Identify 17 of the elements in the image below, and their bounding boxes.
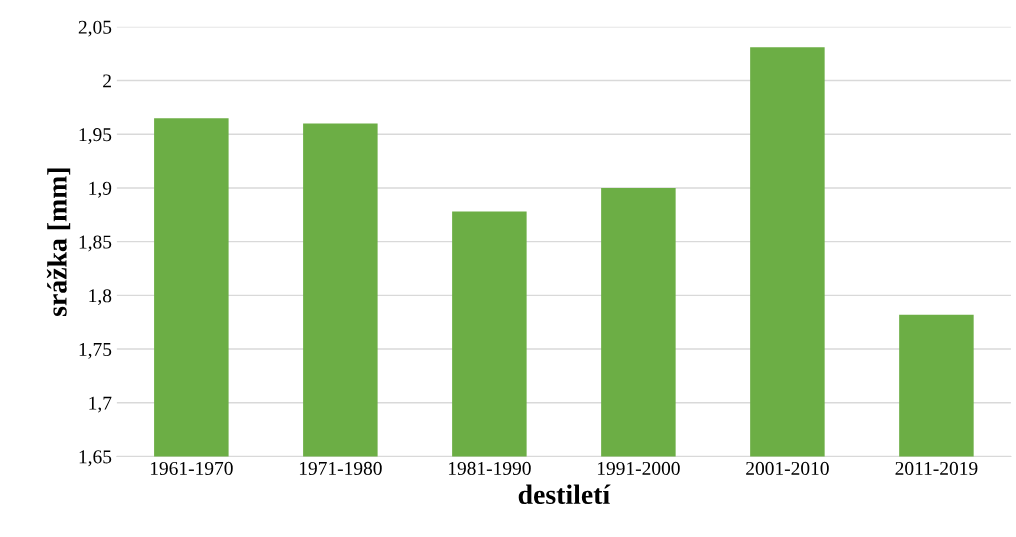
y-tick-label: 2 bbox=[103, 74, 111, 88]
x-tick-label: 2001-2010 bbox=[746, 461, 829, 475]
y-tick-label: 2,05 bbox=[78, 20, 112, 37]
y-tick-label: 1,7 bbox=[89, 396, 112, 413]
x-tick-label: 1991-2000 bbox=[597, 461, 680, 475]
y-tick-label: 1,95 bbox=[79, 128, 112, 144]
x-tick-label: 1971-1980 bbox=[299, 461, 382, 475]
y-tick-label: 1,85 bbox=[79, 235, 112, 252]
x-axis-title: destiletí bbox=[518, 484, 611, 505]
y-tick-label: 1,9 bbox=[89, 181, 112, 198]
x-tick-label: 2011-2019 bbox=[895, 461, 978, 475]
x-tick-label: 1961-1970 bbox=[150, 461, 233, 475]
y-tick-label: 1,75 bbox=[79, 342, 112, 359]
y-tick-label: 1,65 bbox=[79, 450, 112, 467]
y-axis-title: srážka [mm] bbox=[46, 168, 71, 317]
y-tick-label: 1,8 bbox=[89, 289, 112, 306]
x-tick-label: 1981-1990 bbox=[448, 461, 531, 475]
